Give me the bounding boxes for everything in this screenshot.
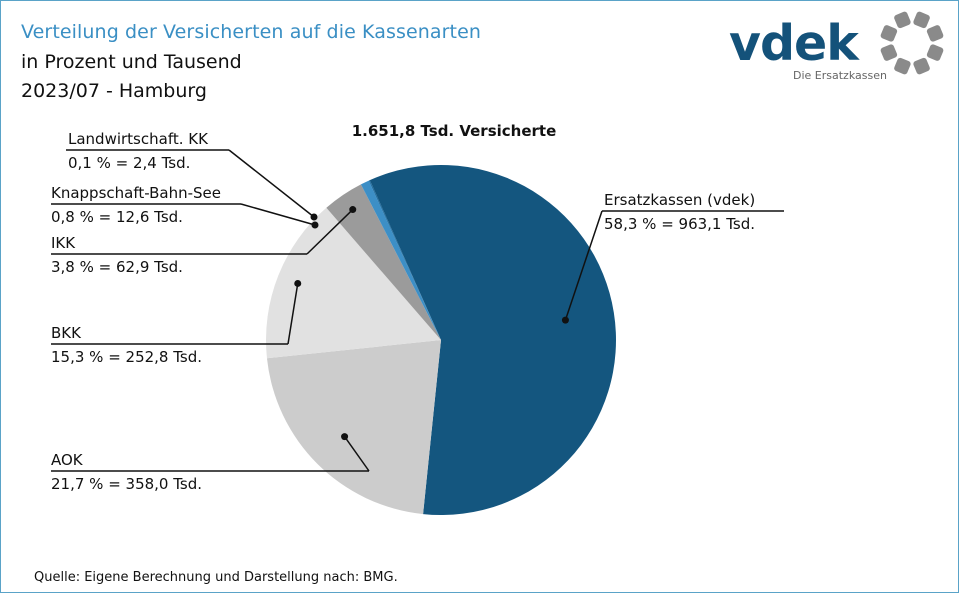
leader-line [343, 436, 370, 472]
slice-value-label: 21,7 % = 358,0 Tsd. [51, 475, 202, 493]
pie-slice [360, 180, 441, 340]
logo-ring-segment [913, 11, 930, 29]
slice-value-label: 0,1 % = 2,4 Tsd. [68, 154, 190, 172]
chart-subtitle-unit: in Prozent und Tausend [21, 51, 242, 73]
leader-dot [311, 221, 319, 229]
slice-name-label: Ersatzkassen (vdek) [604, 191, 755, 209]
pie-slice [266, 207, 441, 359]
chart-subtitle-period: 2023/07 - Hamburg [21, 80, 207, 102]
slice-value-label: 3,8 % = 62,9 Tsd. [51, 258, 183, 276]
slice-value-label: 0,8 % = 12,6 Tsd. [51, 208, 183, 226]
logo-tagline: Die Ersatzkassen [793, 69, 887, 82]
logo-wordmark: vdek [729, 15, 860, 72]
logo-ring-segment [926, 44, 944, 61]
pie-slice [266, 340, 441, 515]
leader-line [287, 283, 299, 345]
leader-line [228, 149, 315, 218]
leader-dot [294, 279, 302, 287]
pie-slice [368, 180, 441, 340]
leader-dot [349, 206, 357, 214]
slice-name-label: Landwirtschaft. KK [68, 130, 209, 148]
pie-labels: Ersatzkassen (vdek) 58,3 % = 963,1 Tsd. AO… [51, 130, 784, 493]
leader-dot [561, 316, 569, 324]
logo-ring-segment [894, 11, 911, 29]
slice-value-label: 58,3 % = 963,1 Tsd. [604, 215, 755, 233]
logo-ring-segment [894, 57, 911, 75]
leader-line [240, 203, 316, 226]
leader-dot [310, 213, 318, 221]
logo-ring-segment [880, 44, 898, 61]
logo-ring-segment [926, 25, 944, 42]
pie-slice [326, 184, 441, 340]
pie-slice [369, 165, 616, 516]
vdek-logo: vdek Die Ersatzkassen [729, 11, 944, 82]
chart-total-label: 1.651,8 Tsd. Versicherte [351, 122, 557, 140]
slice-value-label: 15,3 % = 252,8 Tsd. [51, 348, 202, 366]
leader-dot [341, 433, 349, 441]
leader-line [564, 210, 603, 321]
logo-ring-icon [880, 11, 944, 75]
slice-name-label: BKK [51, 324, 82, 342]
leader-line [306, 209, 354, 255]
logo-ring-segment [913, 57, 930, 75]
chart-title: Verteilung der Versicherten auf die Kass… [21, 21, 482, 43]
slice-name-label: Knappschaft-Bahn-See [51, 184, 221, 202]
logo-ring-segment [880, 25, 898, 42]
source-note: Quelle: Eigene Berechnung und Darstellun… [34, 570, 398, 585]
pie-slices [266, 165, 616, 516]
slice-name-label: AOK [51, 451, 84, 469]
slice-name-label: IKK [51, 234, 76, 252]
